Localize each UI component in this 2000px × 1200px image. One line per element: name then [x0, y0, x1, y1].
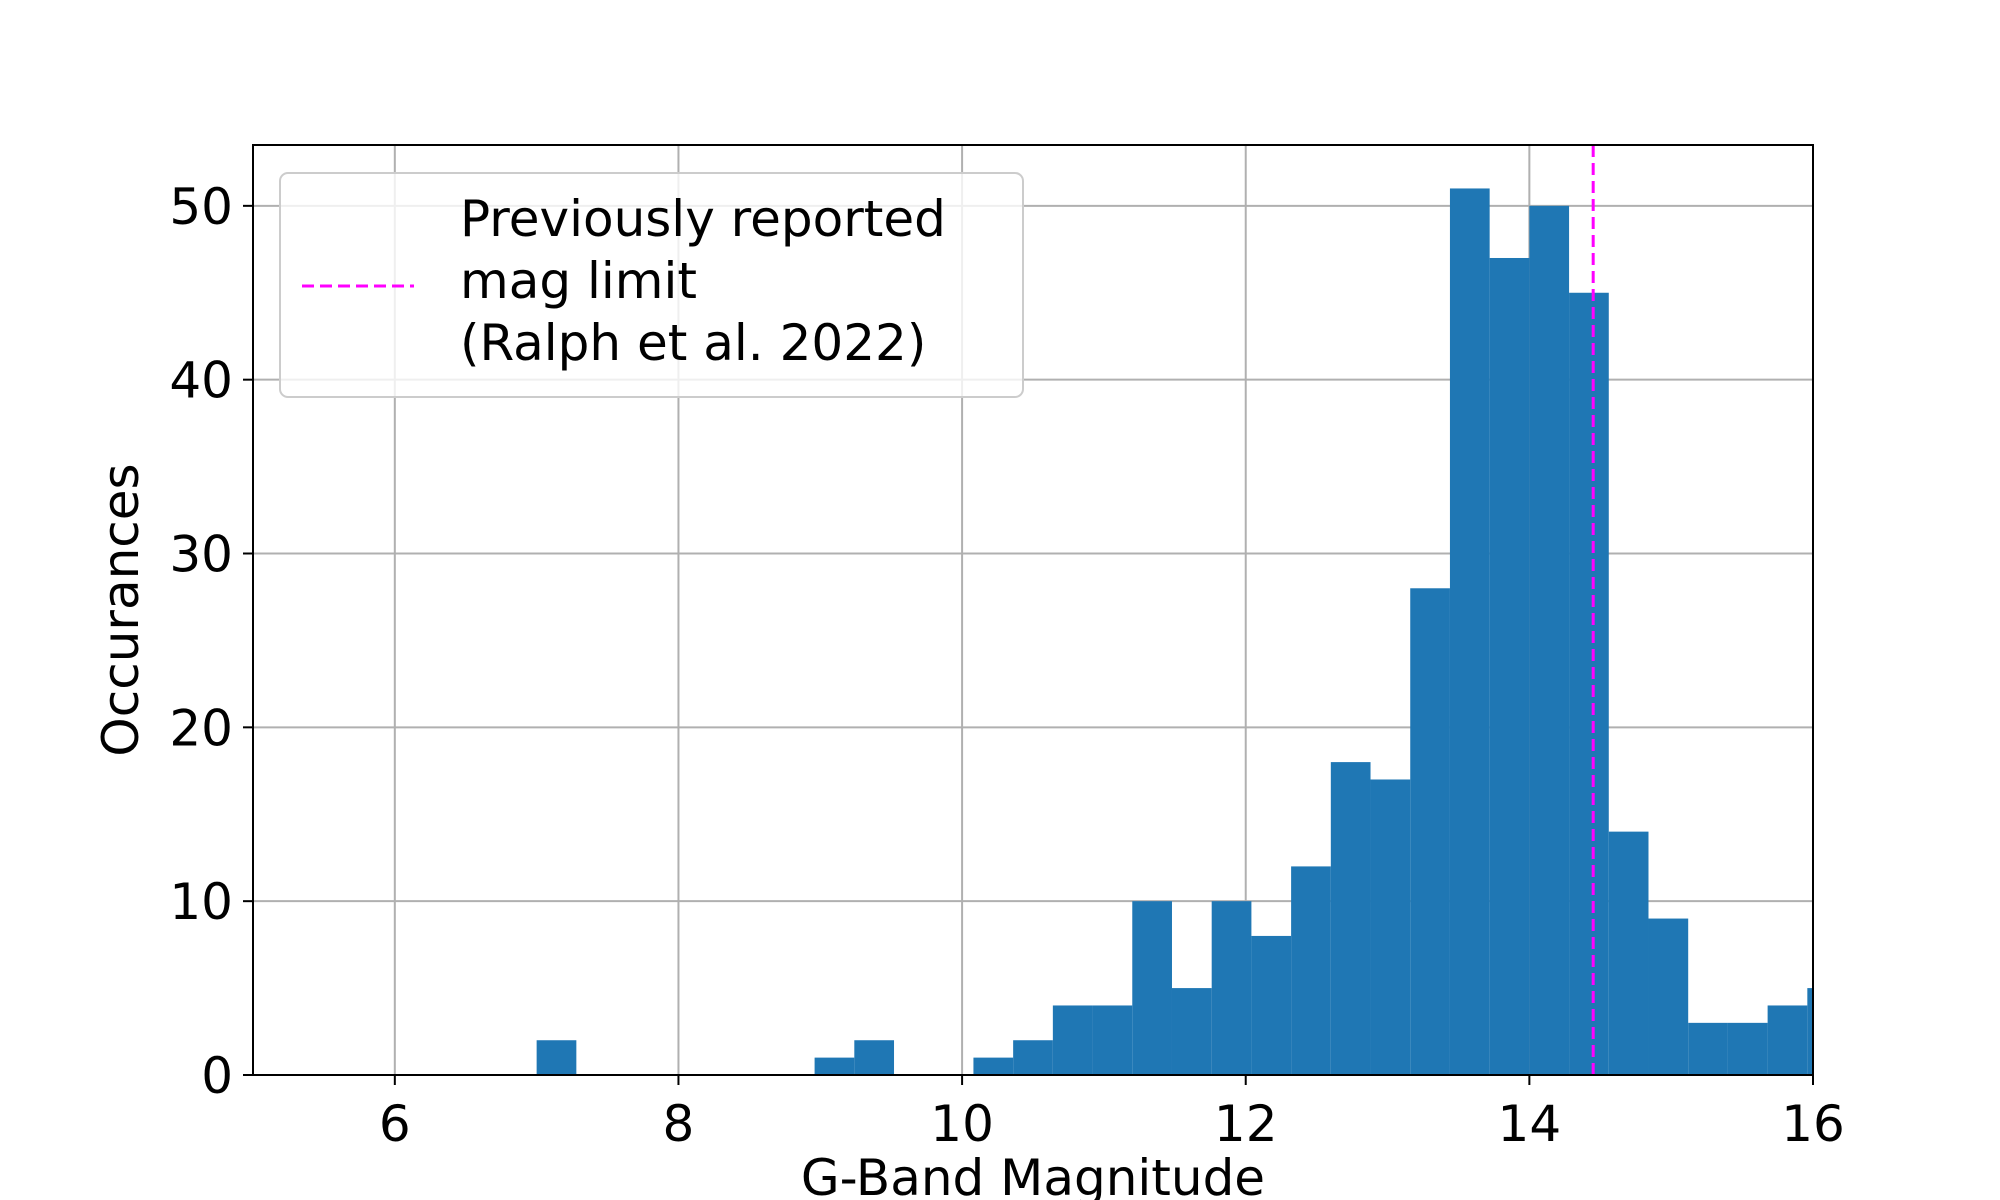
histogram-bar [1291, 866, 1331, 1075]
histogram-bar [1410, 588, 1450, 1075]
histogram-bar [1013, 1040, 1053, 1075]
legend-box [279, 172, 1024, 398]
histogram-bar [1727, 1022, 1768, 1075]
histogram-bar [1132, 901, 1172, 1075]
histogram-bar [1807, 988, 1813, 1075]
y-tick-label: 20 [169, 699, 233, 757]
histogram-bars [536, 188, 1813, 1075]
x-axis-label: G-Band Magnitude [801, 1149, 1265, 1200]
histogram-bar [1688, 1022, 1728, 1075]
histogram-bar [1052, 1005, 1093, 1075]
histogram-bar [1092, 1005, 1133, 1075]
y-tick-label: 40 [169, 352, 233, 410]
y-axis-ticks: 0 10 20 30 40 50 [169, 178, 253, 1105]
y-tick-label: 0 [201, 1047, 233, 1105]
legend-label-line-3: (Ralph et al. 2022) [460, 314, 926, 372]
histogram-bar [1211, 901, 1252, 1075]
y-tick-label: 30 [169, 526, 233, 584]
legend: Previously reported mag limit (Ralph et … [279, 172, 1024, 398]
histogram-bar [1251, 935, 1292, 1075]
histogram-bar [536, 1040, 577, 1075]
x-tick-label: 12 [1214, 1095, 1278, 1153]
histogram-bar [1330, 762, 1371, 1075]
histogram-bar [1569, 292, 1609, 1075]
plot-frame [252, 144, 1814, 1076]
x-tick-label: 8 [663, 1095, 695, 1153]
x-tick-label: 16 [1781, 1095, 1845, 1153]
x-tick-label: 6 [379, 1095, 411, 1153]
histogram-bar [1608, 831, 1649, 1075]
histogram-bar [814, 1057, 855, 1075]
x-axis-ticks: 6 8 10 12 14 16 [379, 1075, 1845, 1153]
legend-label-line-1: Previously reported [460, 190, 946, 248]
histogram-bar [1171, 988, 1212, 1075]
histogram-bar [1648, 918, 1689, 1075]
y-tick-label: 10 [169, 873, 233, 931]
histogram-bar [854, 1040, 895, 1075]
y-axis-label: Occurances [92, 463, 150, 756]
y-tick-label: 50 [169, 178, 233, 236]
legend-label-line-2: mag limit [460, 252, 697, 310]
histogram-bar [1529, 205, 1570, 1075]
x-tick-label: 14 [1498, 1095, 1562, 1153]
histogram-bar [1767, 1005, 1808, 1075]
histogram-bar [1449, 188, 1490, 1075]
histogram-bar [973, 1057, 1014, 1075]
histogram-bar [1489, 257, 1530, 1075]
histogram-bar [1370, 779, 1411, 1075]
x-tick-label: 10 [930, 1095, 994, 1153]
